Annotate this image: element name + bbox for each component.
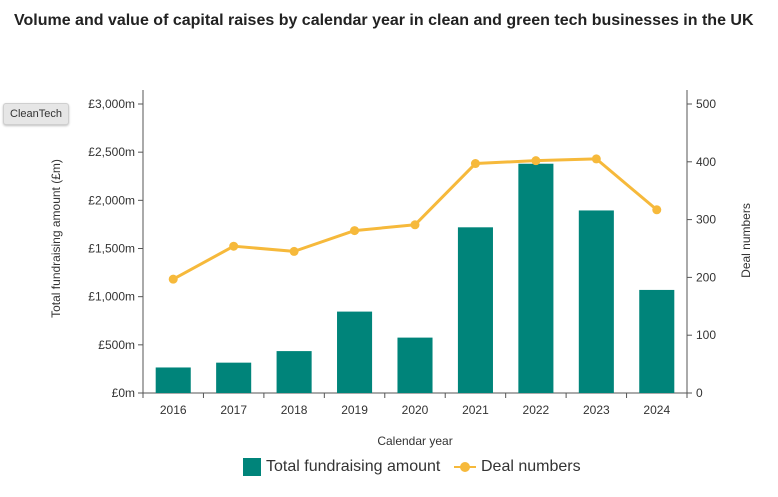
bar-2019 bbox=[337, 311, 373, 393]
point-2017 bbox=[229, 241, 239, 251]
y2-axis-title: Deal numbers bbox=[739, 203, 753, 278]
legend-item-total-fundraising[interactable]: Total fundraising amount bbox=[243, 458, 440, 476]
y2-tick-label: 300 bbox=[696, 213, 716, 227]
axes: £0m £500m £1,000m £1,500m £2,000m £2,500m £3,0… bbox=[88, 90, 716, 417]
legend-label: Deal numbers bbox=[481, 458, 581, 475]
x-tick-label: 2021 bbox=[462, 403, 489, 417]
legend-line-swatch bbox=[454, 458, 476, 476]
bar-2020 bbox=[397, 337, 433, 393]
x-tick-label: 2017 bbox=[220, 403, 247, 417]
bar-series bbox=[155, 163, 675, 393]
legend-item-deal-numbers[interactable]: Deal numbers bbox=[454, 458, 581, 476]
bar-2021 bbox=[457, 227, 493, 393]
y-axis-title: Total fundraising amount (£m) bbox=[49, 159, 63, 318]
y-tick-label: £0m bbox=[112, 386, 135, 400]
point-2024 bbox=[652, 205, 662, 215]
y-tick-label: £1,000m bbox=[88, 290, 135, 304]
legend-label: Total fundraising amount bbox=[266, 458, 441, 475]
point-2020 bbox=[410, 220, 420, 230]
y-tick-label: £1,500m bbox=[88, 242, 135, 256]
y-tick-label: £500m bbox=[98, 338, 135, 352]
y2-tick-label: 500 bbox=[696, 97, 716, 111]
cleantech-filter-button[interactable]: CleanTech bbox=[3, 103, 69, 125]
bar-2024 bbox=[639, 289, 675, 393]
bar-2017 bbox=[216, 362, 252, 393]
bar-2016 bbox=[155, 367, 191, 393]
legend: Total fundraising amount Deal numbers bbox=[0, 458, 778, 484]
x-tick-label: 2016 bbox=[160, 403, 187, 417]
point-2023 bbox=[591, 154, 601, 164]
x-tick-label: 2022 bbox=[523, 403, 550, 417]
y-tick-label: £3,000m bbox=[88, 97, 135, 111]
y-tick-label: £2,000m bbox=[88, 193, 135, 207]
x-tick-label: 2020 bbox=[402, 403, 429, 417]
y2-tick-label: 0 bbox=[696, 386, 703, 400]
bar-2018 bbox=[276, 351, 312, 393]
bar-2022 bbox=[518, 163, 554, 393]
point-2021 bbox=[470, 159, 480, 169]
point-2022 bbox=[531, 156, 541, 166]
point-2018 bbox=[289, 246, 299, 256]
y2-tick-label: 200 bbox=[696, 270, 716, 284]
chart-title: Volume and value of capital raises by ca… bbox=[14, 12, 754, 29]
bar-2023 bbox=[578, 210, 614, 393]
y2-tick-label: 100 bbox=[696, 328, 716, 342]
x-tick-label: 2024 bbox=[643, 403, 670, 417]
point-2016 bbox=[168, 274, 178, 284]
x-axis-title: Calendar year bbox=[377, 434, 452, 448]
x-tick-label: 2018 bbox=[281, 403, 308, 417]
legend-bar-swatch bbox=[243, 458, 261, 476]
y2-tick-label: 400 bbox=[696, 155, 716, 169]
line-series bbox=[168, 154, 662, 284]
x-tick-label: 2019 bbox=[341, 403, 368, 417]
x-tick-label: 2023 bbox=[583, 403, 610, 417]
y-tick-label: £2,500m bbox=[88, 145, 135, 159]
point-2019 bbox=[350, 226, 360, 236]
